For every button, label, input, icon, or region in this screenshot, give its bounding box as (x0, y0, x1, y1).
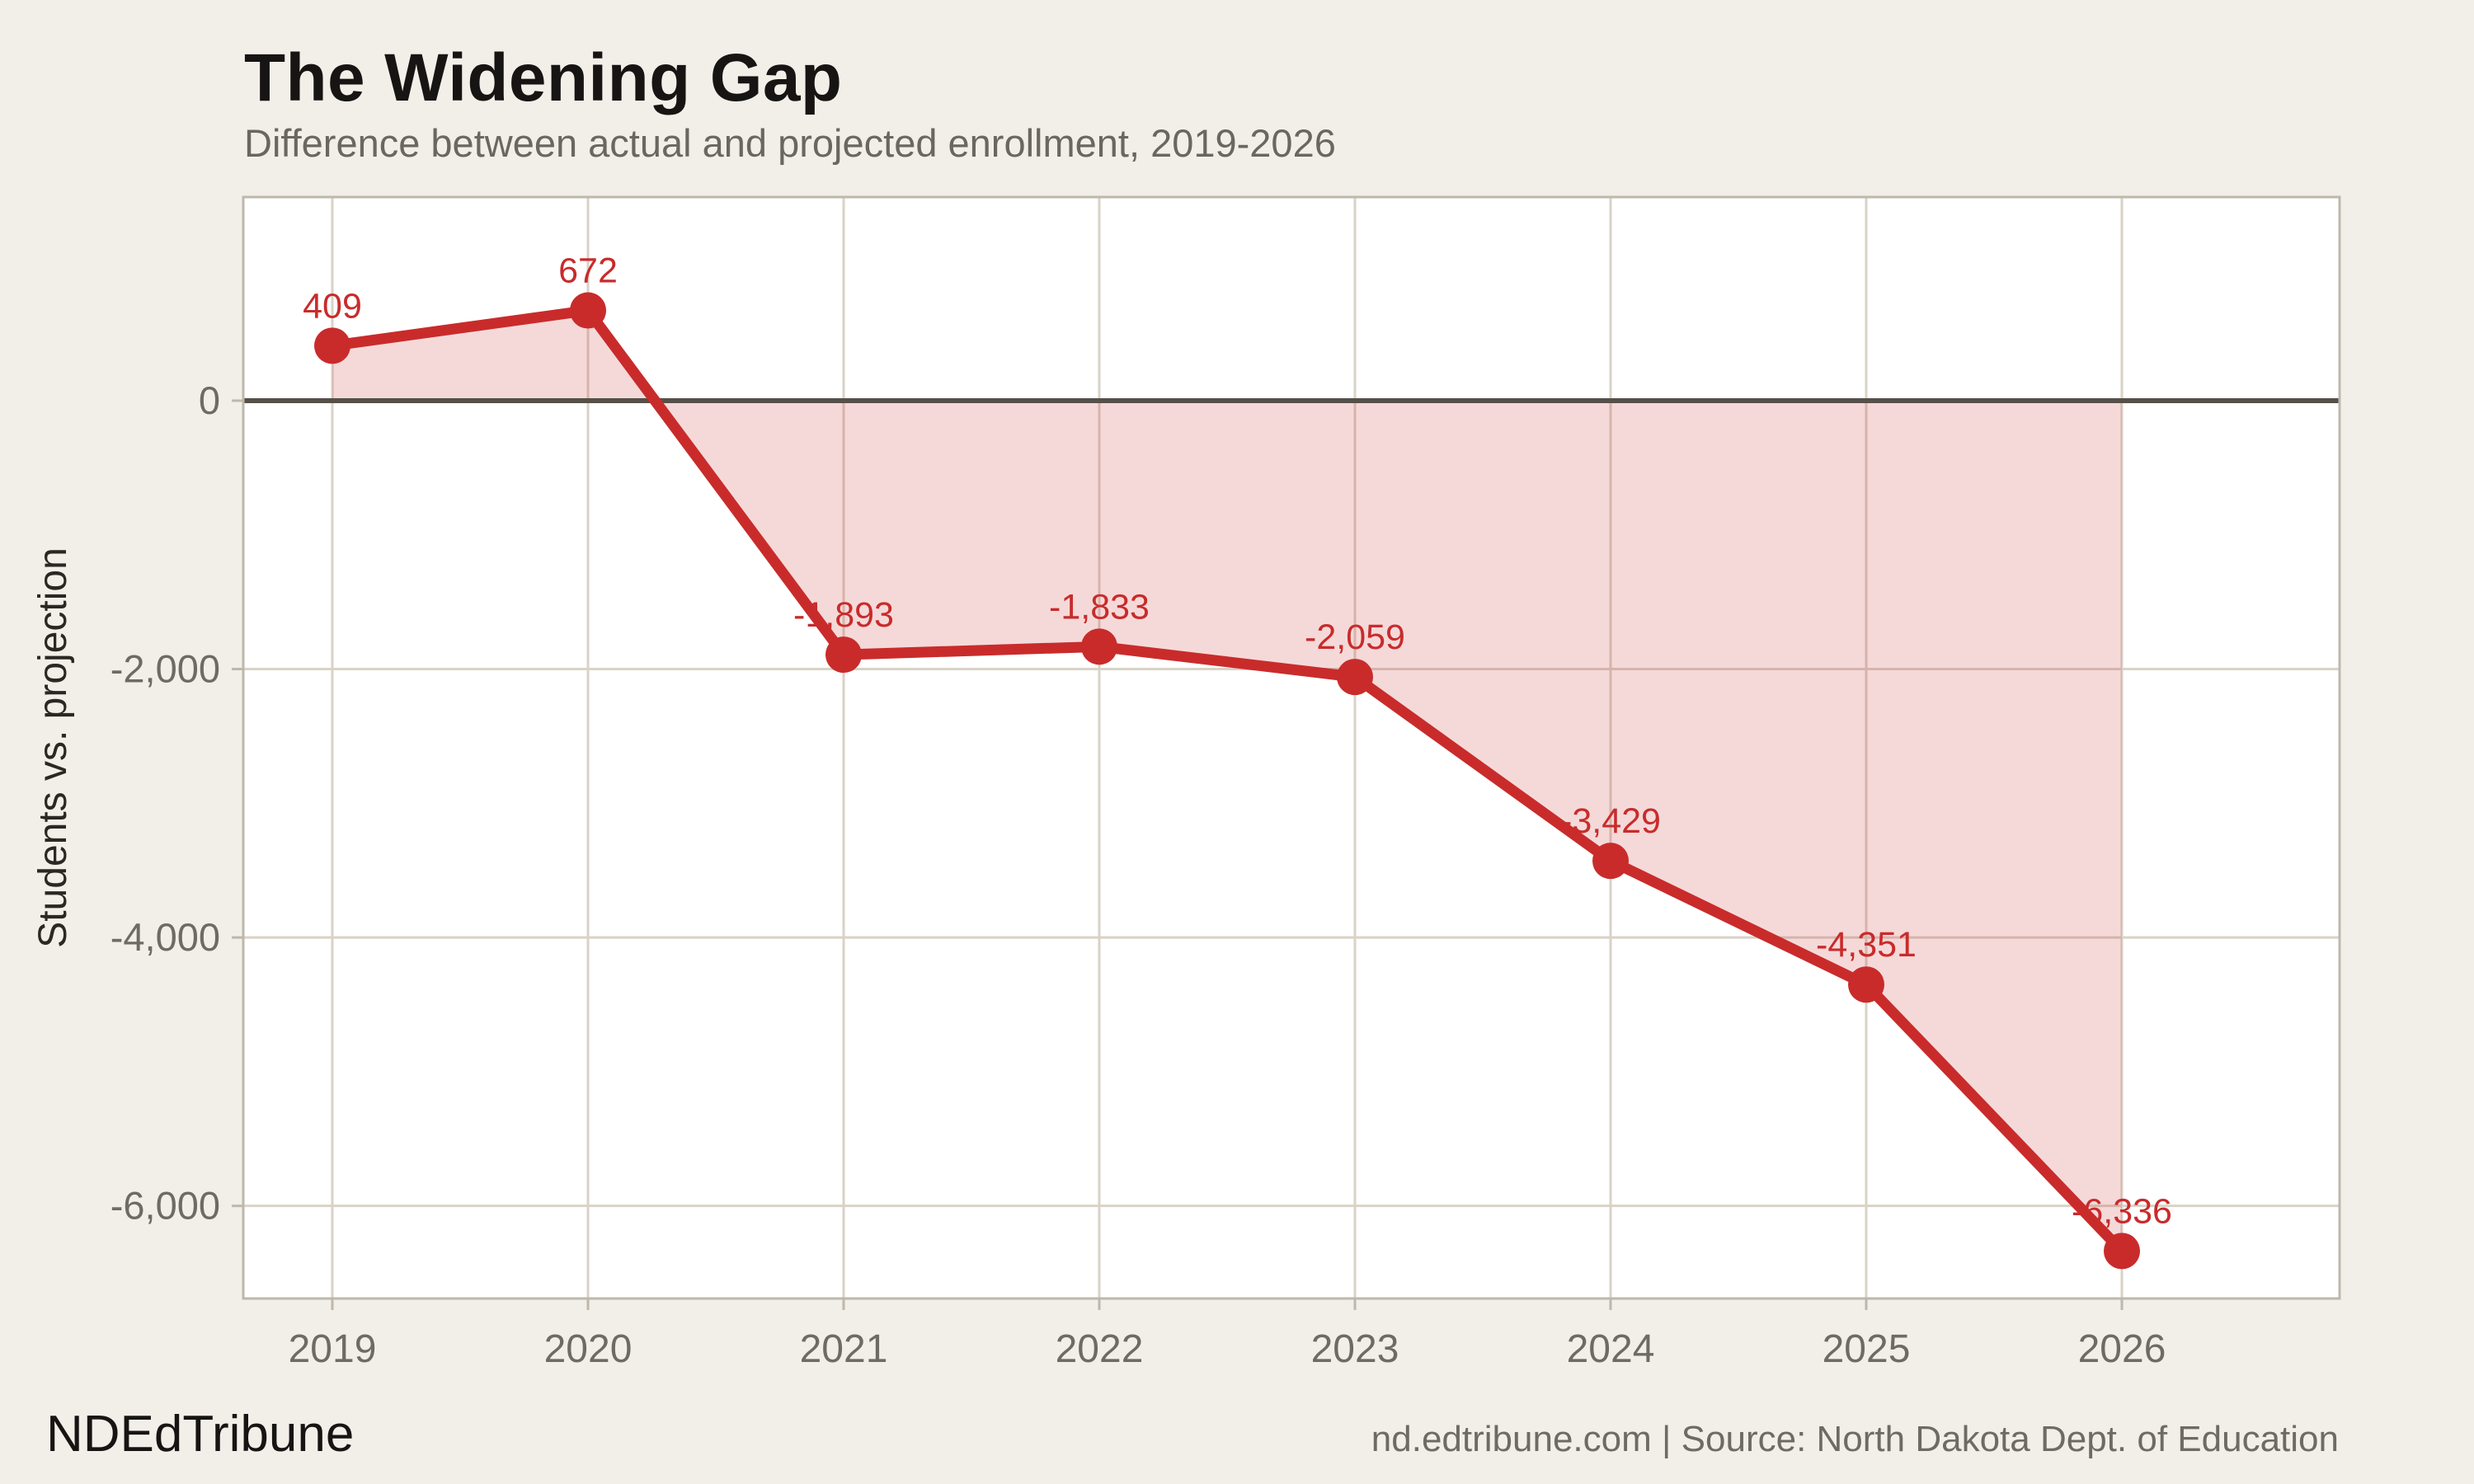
y-tick-label: 0 (199, 378, 220, 422)
data-point-2019 (314, 327, 350, 364)
data-point-2021 (825, 636, 862, 674)
plot-border (242, 195, 2341, 1300)
x-tick-label: 2020 (544, 1327, 633, 1371)
x-tick-label: 2023 (1311, 1327, 1399, 1371)
x-tick-label: 2021 (800, 1327, 888, 1371)
x-tick-label: 2022 (1056, 1327, 1144, 1371)
footer-brand: NDEdTribune (46, 1405, 355, 1463)
y-axis-title: Students vs. projection (31, 547, 75, 948)
x-tick-label: 2024 (1567, 1327, 1655, 1371)
x-tick-label: 2019 (289, 1327, 377, 1371)
y-tick-label: -6,000 (111, 1184, 220, 1228)
x-tick-label: 2026 (2078, 1327, 2166, 1371)
data-point-2020 (570, 292, 606, 329)
x-tick-label: 2025 (1823, 1327, 1911, 1371)
y-tick-label: -4,000 (111, 915, 220, 959)
footer-source: nd.edtribune.com | Source: North Dakota … (1371, 1418, 2339, 1459)
data-point-2026 (2104, 1233, 2140, 1270)
point-label: -1,833 (1049, 587, 1150, 627)
data-point-2024 (1592, 843, 1629, 880)
point-label: 672 (558, 251, 618, 291)
point-label: -2,059 (1305, 618, 1405, 657)
data-line (327, 305, 2128, 1256)
point-label: -4,351 (1816, 925, 1917, 965)
y-tick-label: -2,000 (111, 647, 220, 691)
area-fill (332, 310, 2122, 1252)
chart-title: The Widening Gap (244, 40, 843, 115)
point-label: 409 (303, 286, 362, 326)
data-point-2025 (1848, 966, 1884, 1003)
data-point-2022 (1081, 628, 1117, 665)
footer: NDEdTribune nd.edtribune.com | Source: N… (46, 1405, 2339, 1464)
data-point-2023 (1337, 659, 1373, 696)
chart-subtitle: Difference between actual and projected … (244, 122, 1336, 165)
